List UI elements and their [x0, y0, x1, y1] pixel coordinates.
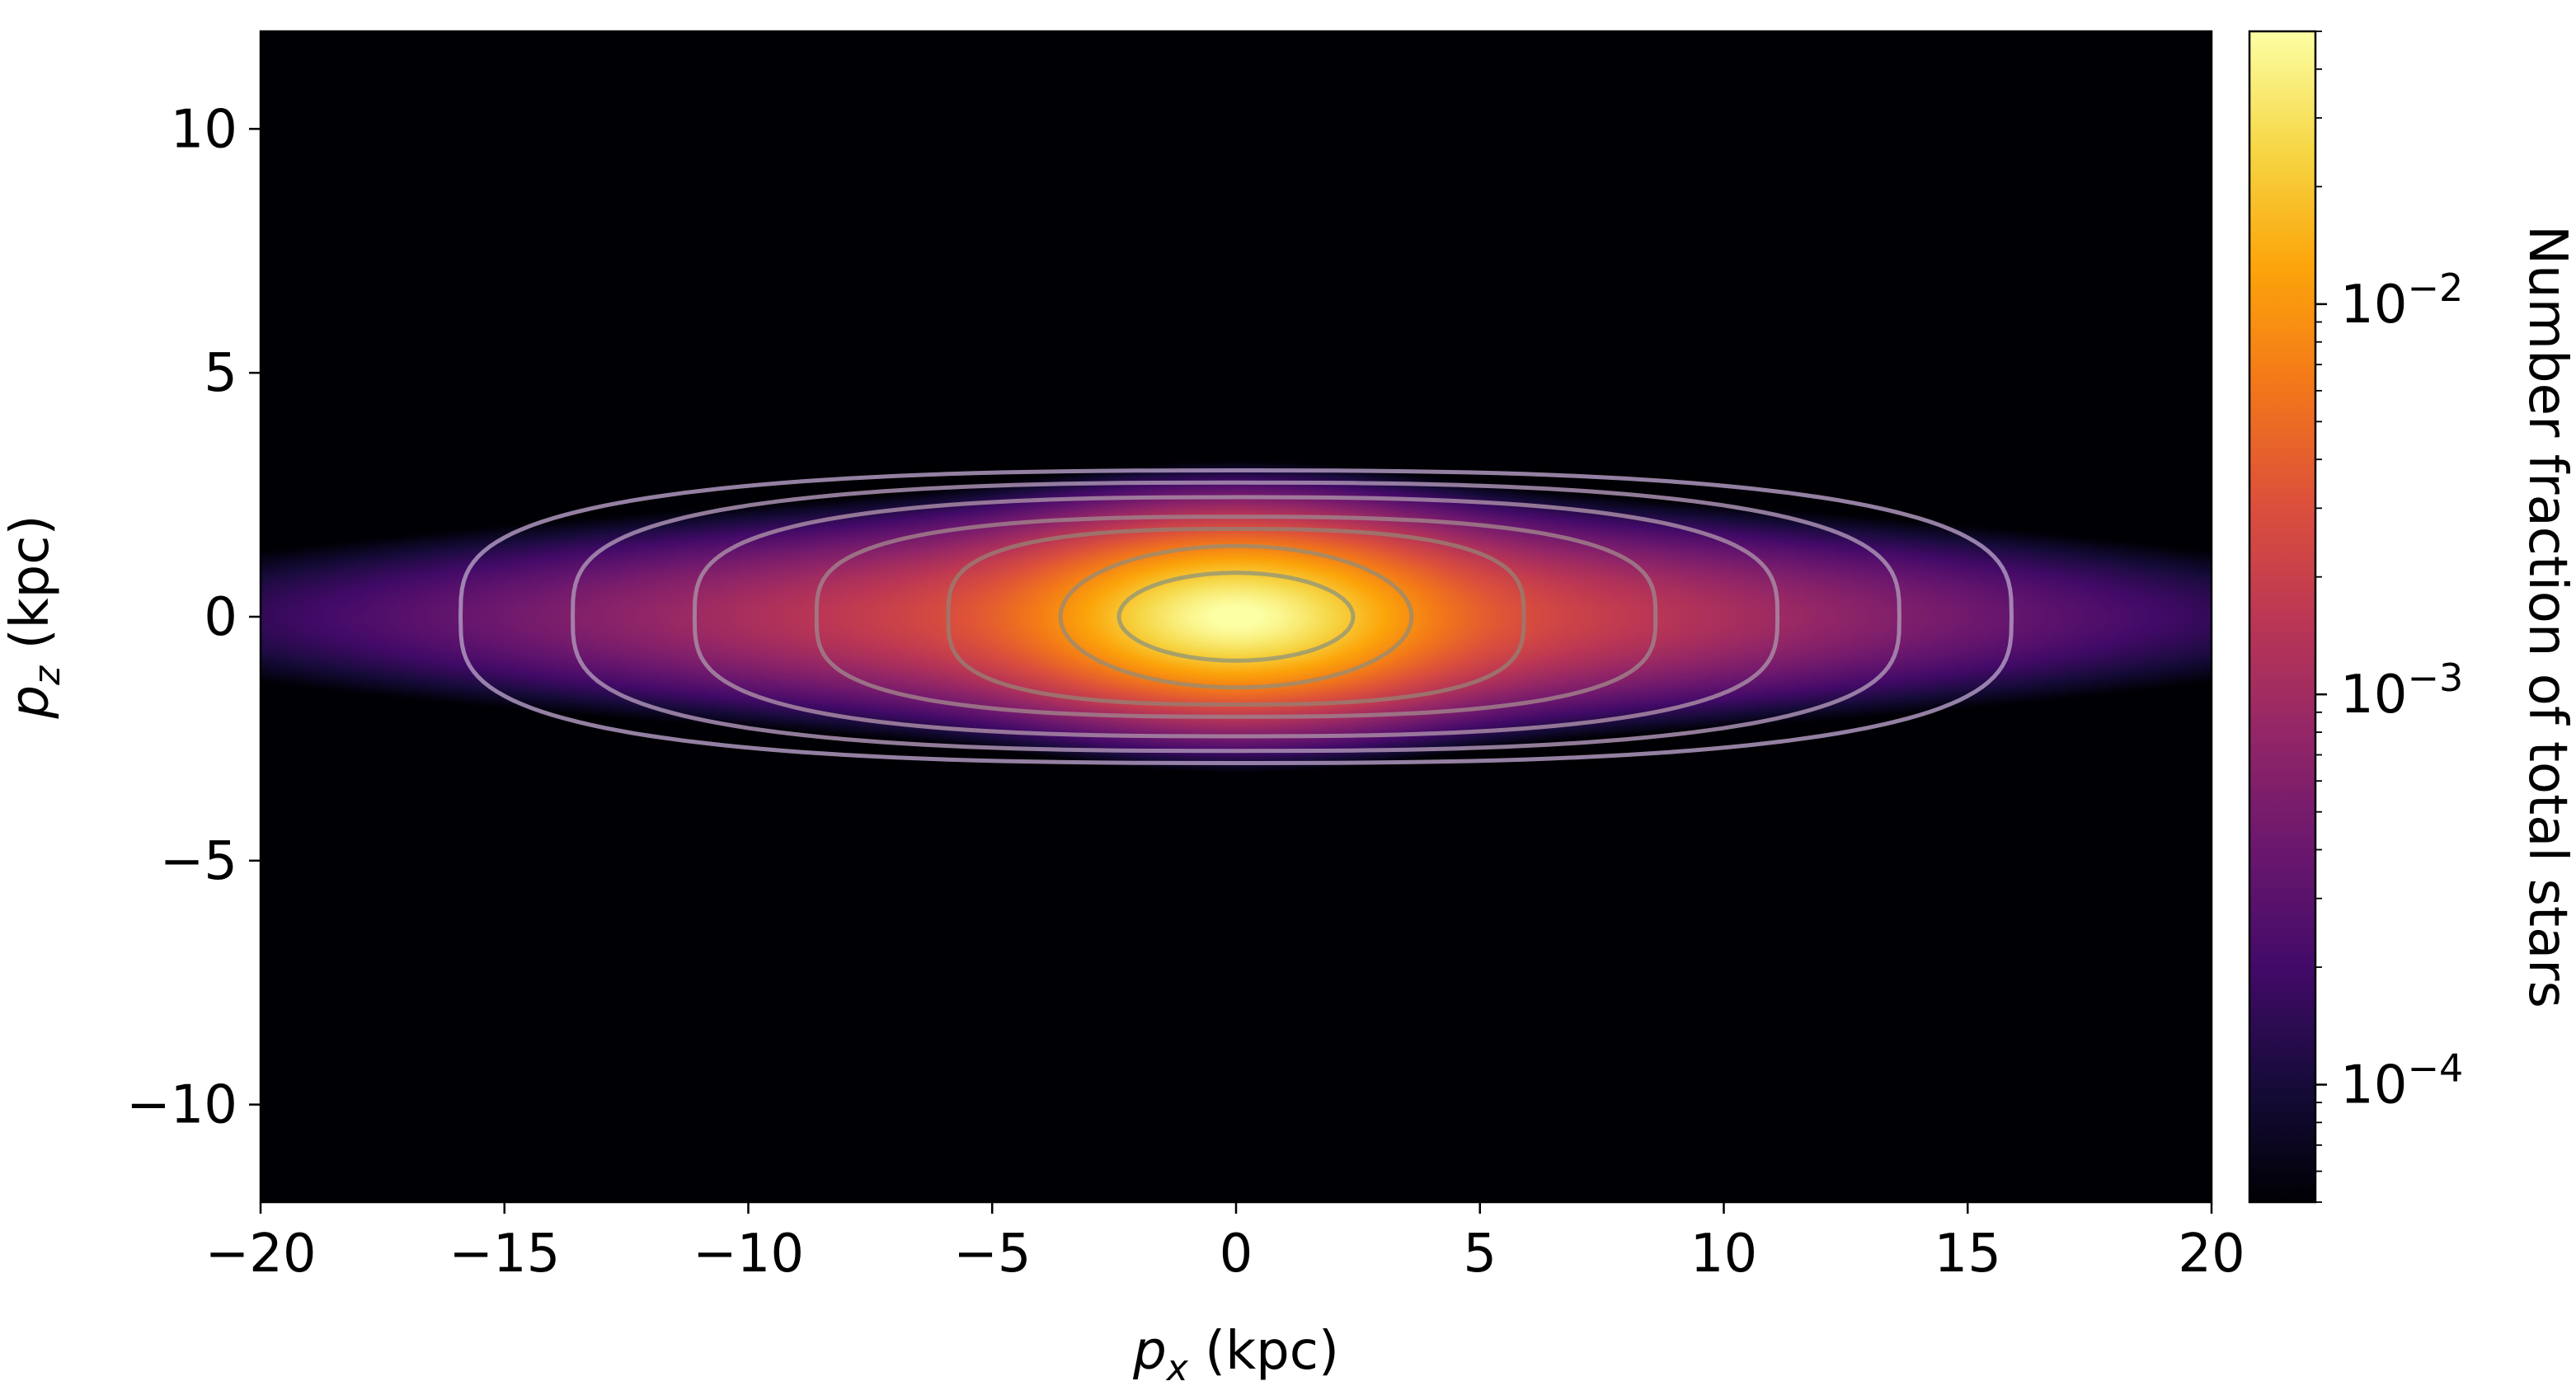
colorbar-label: Number fraction of total stars — [2517, 225, 2576, 1008]
colorbar: 10−4 10−3 10−2 — [2248, 30, 2463, 1204]
x-tick-label: 15 — [1934, 1224, 2001, 1285]
y-tick-label: −5 — [160, 831, 237, 892]
density-heatmap — [261, 31, 2212, 1202]
colorbar-tick-label: 10−3 — [2340, 655, 2463, 726]
y-axis: −10 −5 0 5 10 — [126, 99, 261, 1136]
heatmap-panel — [259, 30, 2213, 1204]
y-axis-label-sub: z — [26, 665, 68, 686]
y-tick-label: 5 — [204, 343, 237, 404]
x-axis: −20 −15 −10 −5 0 5 10 15 20 — [204, 1202, 2245, 1285]
x-axis-label-unit: (kpc) — [1188, 1321, 1339, 1382]
y-axis-label-unit: (kpc) — [0, 515, 61, 666]
contour-line — [814, 514, 1658, 719]
contour-line — [458, 467, 2014, 766]
y-tick-label: −10 — [126, 1075, 237, 1136]
x-tick-label: 20 — [2178, 1224, 2245, 1285]
colorbar-gradient — [2249, 31, 2315, 1202]
x-tick-label: 0 — [1220, 1224, 1253, 1285]
contour-line — [571, 480, 1901, 754]
colorbar-tick-label: 10−2 — [2340, 265, 2463, 336]
colorbar-frame — [2248, 30, 2317, 1204]
x-tick-label: 5 — [1463, 1224, 1497, 1285]
x-tick-label: −15 — [449, 1224, 560, 1285]
y-axis-label-var: p — [0, 685, 61, 720]
x-tick-label: 10 — [1690, 1224, 1757, 1285]
contour-line — [1058, 543, 1414, 690]
contour-line — [1116, 571, 1356, 663]
contour-lines — [458, 467, 2014, 766]
x-axis-label-sub: x — [1165, 1347, 1189, 1386]
x-tick-label: −20 — [204, 1224, 316, 1285]
colorbar-tick-label: 10−4 — [2340, 1046, 2463, 1116]
x-tick-label: −10 — [693, 1224, 804, 1285]
x-axis-label: px (kpc) — [1132, 1321, 1339, 1386]
y-axis-label: pz (kpc) — [0, 515, 68, 720]
contour-line — [692, 495, 1780, 739]
y-tick-label: 10 — [171, 99, 237, 160]
contour-line — [946, 527, 1526, 707]
x-tick-label: −5 — [953, 1224, 1031, 1285]
x-axis-label-var: p — [1132, 1321, 1167, 1382]
colorbar-ticks: 10−4 10−3 10−2 — [2315, 31, 2463, 1203]
y-tick-label: 0 — [204, 587, 237, 648]
